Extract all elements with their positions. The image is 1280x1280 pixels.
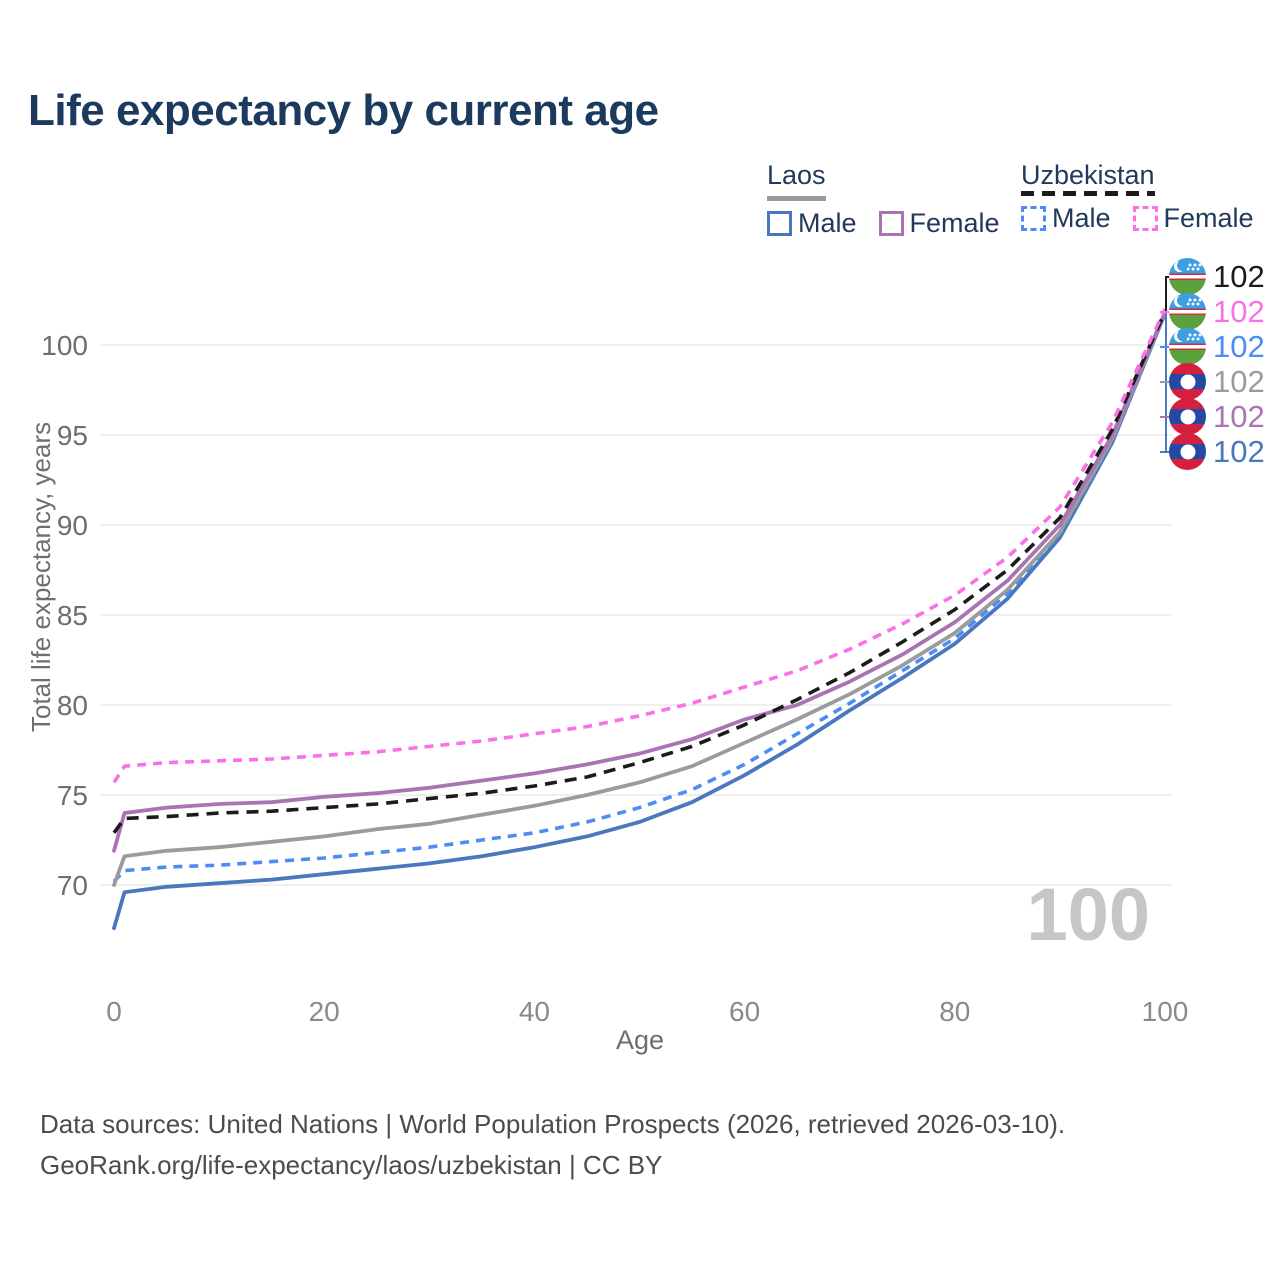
legend-item-uzbekistan-female[interactable]: Female xyxy=(1132,203,1254,234)
legend-item-laos-male[interactable]: Male xyxy=(767,208,857,239)
end-label-value: 102 xyxy=(1213,364,1265,399)
series-line-laos-female[interactable] xyxy=(112,310,1167,853)
uzbekistan-male-swatch-icon xyxy=(1021,206,1046,231)
end-label-value: 102 xyxy=(1213,399,1265,434)
x-tick-label: 20 xyxy=(309,996,340,1027)
end-label-row: 102 xyxy=(1169,328,1265,365)
x-axis-ticks: 0 20 40 60 80 100 xyxy=(106,996,1188,1027)
footer-link[interactable]: GeoRank.org/life-expectancy/laos/uzbekis… xyxy=(40,1150,663,1180)
legend-item-label: Male xyxy=(798,208,857,238)
legend-group-uzbekistan: Uzbekistan Male Female xyxy=(1021,160,1254,234)
end-label-value: 102 xyxy=(1213,294,1265,329)
legend-item-label: Female xyxy=(1163,203,1254,233)
series-line-uzbekistan-female[interactable] xyxy=(112,308,1167,784)
hover-age-watermark: 100 xyxy=(1026,873,1150,956)
laos-female-swatch-icon xyxy=(878,211,904,236)
end-label-value: 102 xyxy=(1213,434,1265,469)
x-tick-label: 60 xyxy=(729,996,760,1027)
series-line-uzbekistan-male[interactable] xyxy=(112,312,1167,883)
laos-flag-icon xyxy=(1169,363,1206,400)
end-label-row: 102 xyxy=(1169,398,1265,435)
end-label-row: 102 xyxy=(1169,258,1265,295)
series-line-uzbekistan-total[interactable] xyxy=(112,310,1167,834)
end-label-value: 102 xyxy=(1213,259,1265,294)
y-tick-label: 70 xyxy=(57,870,88,901)
x-tick-label: 40 xyxy=(519,996,550,1027)
end-label-value: 102 xyxy=(1213,329,1265,364)
uzbekistan-flag-icon xyxy=(1169,328,1206,365)
legend-header-uzbekistan[interactable]: Uzbekistan xyxy=(1021,160,1155,196)
y-tick-label: 95 xyxy=(57,420,88,451)
footer-sources: Data sources: United Nations | World Pop… xyxy=(40,1109,1066,1139)
uzbekistan-flag-icon xyxy=(1169,258,1206,295)
end-labels: 102 102 102 102 102 102 xyxy=(1169,258,1265,470)
end-label-row: 102 xyxy=(1169,293,1265,330)
series-line-laos-total[interactable] xyxy=(112,310,1167,887)
legend-header-laos[interactable]: Laos xyxy=(767,160,826,201)
y-axis-title: Total life expectancy, years xyxy=(26,422,56,732)
y-tick-label: 90 xyxy=(57,510,88,541)
legend-item-uzbekistan-male[interactable]: Male xyxy=(1021,203,1111,234)
laos-flag-icon xyxy=(1169,398,1206,435)
end-label-row: 102 xyxy=(1169,363,1265,400)
series-line-laos-male[interactable] xyxy=(112,311,1167,931)
x-axis-title: Age xyxy=(616,1025,664,1055)
legend-group-laos: Laos Male Female xyxy=(767,160,1000,239)
laos-male-swatch-icon xyxy=(767,211,792,236)
series-lines xyxy=(112,308,1167,931)
laos-flag-icon xyxy=(1169,433,1206,470)
uzbekistan-female-swatch-icon xyxy=(1132,206,1158,231)
y-tick-label: 80 xyxy=(57,690,88,721)
page-title: Life expectancy by current age xyxy=(28,86,659,135)
y-tick-label: 75 xyxy=(57,780,88,811)
x-tick-label: 80 xyxy=(939,996,970,1027)
y-axis-ticks: 70 75 80 85 90 95 100 xyxy=(41,330,88,901)
footer: Data sources: United Nations | World Pop… xyxy=(40,1104,1065,1186)
y-tick-label: 85 xyxy=(57,600,88,631)
legend-item-laos-female[interactable]: Female xyxy=(878,208,1000,239)
x-tick-label: 0 xyxy=(106,996,122,1027)
uzbekistan-flag-icon xyxy=(1169,293,1206,330)
legend-item-label: Male xyxy=(1052,203,1111,233)
end-label-row: 102 xyxy=(1169,433,1265,470)
legend-item-label: Female xyxy=(909,208,1000,238)
y-tick-label: 100 xyxy=(41,330,88,361)
x-tick-label: 100 xyxy=(1142,996,1189,1027)
